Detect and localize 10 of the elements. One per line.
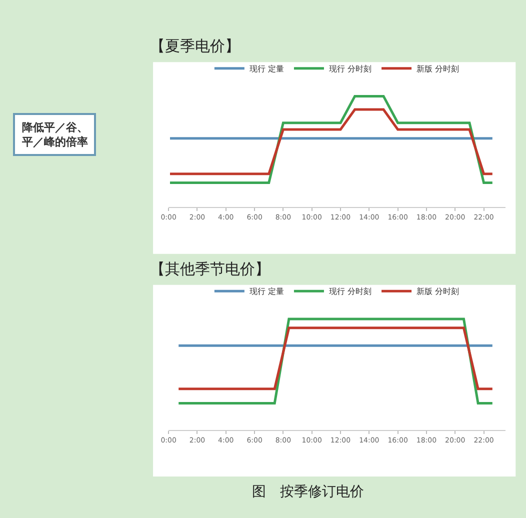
legend-label: 现行 定量 bbox=[249, 64, 284, 74]
legend-label: 现行 定量 bbox=[249, 287, 284, 296]
text: 降低平／谷、平／峰的倍率 bbox=[21, 121, 88, 148]
chart-title: 【夏季电价】 bbox=[150, 37, 240, 55]
legend-label: 现行 分时刻 bbox=[328, 287, 372, 296]
text: 图 按季修订电价 bbox=[252, 484, 364, 500]
legend-label: 新版 分时刻 bbox=[416, 287, 460, 296]
chart-title: 【其他季节电价】 bbox=[150, 260, 270, 278]
legend-label: 现行 分时刻 bbox=[328, 64, 372, 74]
legend-label: 新版 分时刻 bbox=[416, 64, 460, 74]
